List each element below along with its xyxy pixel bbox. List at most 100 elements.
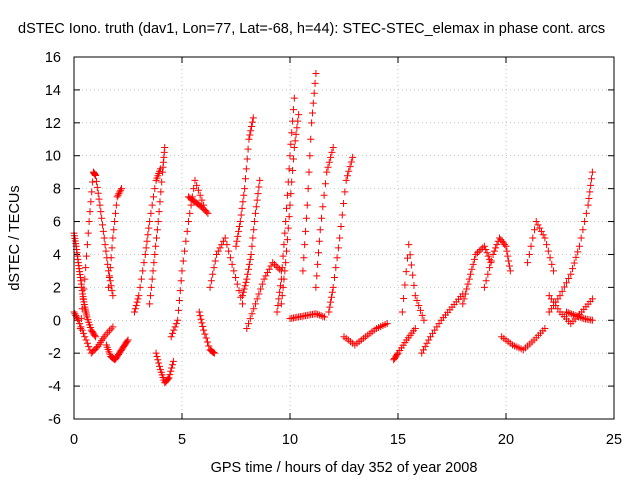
series-arc24 [398, 241, 428, 324]
data-point [467, 270, 475, 278]
data-point [232, 273, 240, 281]
data-point [280, 275, 288, 283]
x-tick-labels: 0 5 10 15 20 25 [70, 432, 622, 448]
data-point [409, 271, 417, 279]
series-arc2 [76, 168, 117, 332]
data-point [146, 292, 154, 300]
data-point [256, 176, 264, 184]
data-point [531, 226, 539, 234]
data-point [587, 181, 595, 189]
data-point [245, 260, 253, 268]
data-point [149, 193, 157, 201]
data-point [310, 89, 318, 97]
data-point [139, 267, 147, 275]
data-point [585, 195, 593, 203]
data-point [201, 330, 209, 338]
data-point [141, 250, 149, 258]
data-point [464, 280, 472, 288]
data-point [249, 234, 257, 242]
data-point [196, 191, 204, 199]
data-point [568, 310, 576, 318]
data-point [302, 227, 310, 235]
data-point [289, 155, 297, 163]
data-point [171, 323, 179, 331]
data-point [262, 272, 270, 280]
data-point [492, 244, 500, 252]
data-point [534, 221, 542, 229]
data-point [235, 227, 243, 235]
data-point [202, 334, 210, 342]
data-point [158, 178, 166, 186]
data-point [308, 109, 316, 117]
data-point [327, 293, 335, 301]
x-tick-label: 15 [390, 432, 406, 448]
data-point [223, 241, 231, 249]
data-point [237, 293, 245, 301]
data-point [575, 313, 583, 321]
data-point [329, 144, 337, 151]
data-point [146, 218, 154, 226]
data-point [400, 295, 408, 303]
data-point [242, 278, 250, 286]
data-point [88, 188, 96, 196]
data-point [246, 315, 254, 323]
data-point [111, 218, 119, 226]
data-point [420, 316, 428, 324]
data-point [177, 277, 185, 285]
data-point [73, 315, 81, 323]
series-arc26 [459, 242, 495, 308]
data-point [264, 269, 272, 277]
data-point [168, 364, 176, 372]
data-point [315, 237, 323, 245]
data-point [247, 127, 255, 135]
data-point [116, 188, 124, 196]
data-point [564, 309, 572, 317]
data-point [184, 218, 192, 226]
data-point [290, 144, 298, 151]
data-point [529, 234, 537, 242]
data-point [303, 201, 311, 209]
data-point [210, 349, 218, 357]
data-point [153, 352, 161, 360]
data-point [226, 254, 234, 262]
data-point [147, 283, 155, 291]
data-point [506, 267, 514, 275]
data-point [284, 224, 292, 232]
data-point [235, 222, 243, 230]
data-point [329, 283, 337, 291]
data-point [167, 367, 175, 375]
data-point [524, 259, 532, 267]
data-point [123, 337, 131, 345]
data-point [92, 333, 100, 341]
data-point [411, 292, 419, 300]
data-point [291, 137, 299, 145]
data-point [238, 292, 246, 300]
data-point [459, 300, 467, 308]
data-point [588, 295, 596, 303]
data-point [245, 135, 253, 143]
series-arc14 [238, 176, 264, 300]
data-point [321, 180, 329, 188]
data-point [86, 208, 94, 216]
data-point [313, 272, 321, 280]
series-arc5 [105, 185, 126, 291]
data-point [480, 283, 488, 291]
data-point [234, 232, 242, 240]
data-point [328, 288, 336, 296]
data-point [283, 191, 291, 199]
data-point [245, 265, 253, 273]
data-point [493, 241, 501, 249]
data-point [198, 196, 206, 204]
data-point [238, 300, 246, 308]
data-point [92, 171, 100, 179]
data-point [311, 79, 319, 87]
data-point [588, 316, 596, 324]
data-point [172, 320, 180, 328]
data-point [107, 254, 115, 262]
data-point [574, 248, 582, 256]
data-point [102, 247, 110, 255]
data-point [251, 218, 259, 226]
data-point [248, 310, 256, 318]
data-point [239, 198, 247, 206]
data-point [236, 218, 244, 226]
